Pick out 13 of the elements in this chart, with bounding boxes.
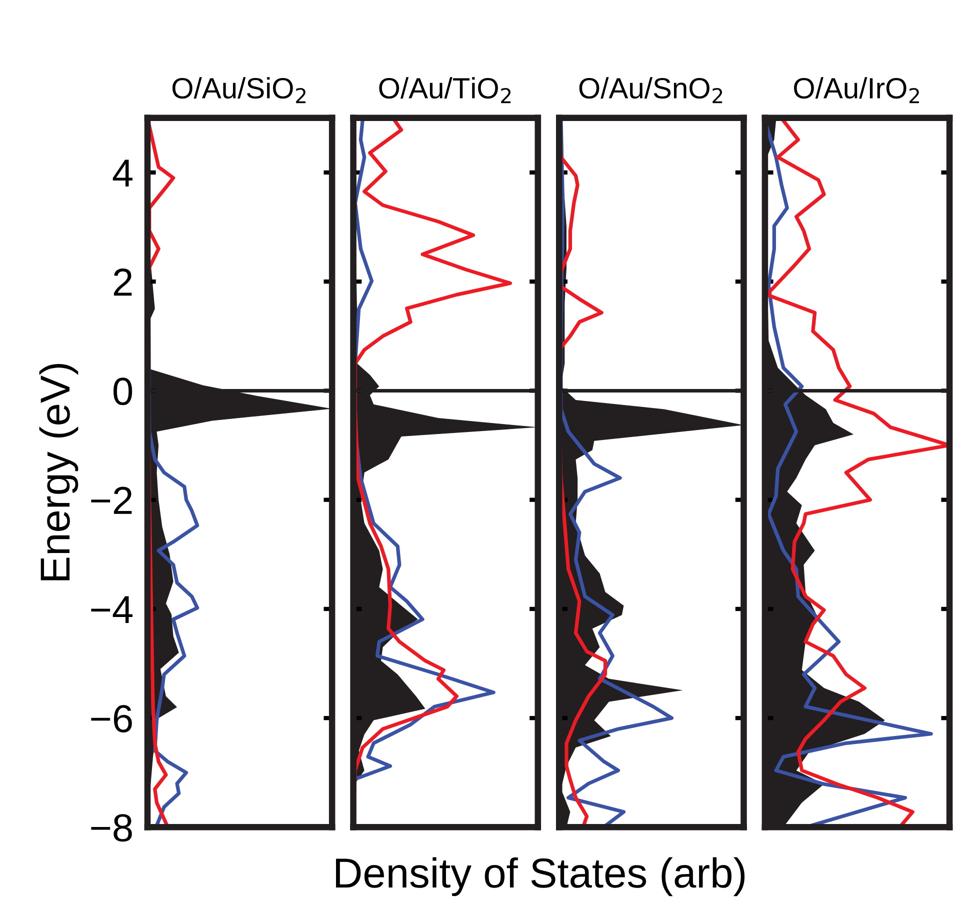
y-tick-label: −4 (91, 596, 132, 624)
chart-title: O/Au/IrO$_{2}$ (794, 77, 919, 104)
chart-title: O/Au/TiO$_{2}$ (379, 77, 511, 104)
y-tick-label: −2 (91, 486, 132, 514)
chart-title: O/Au/SiO$_{2}$ (172, 77, 306, 104)
y-axis-title: Energy (eV) (39, 364, 78, 580)
y-tick-label: 4 (112, 160, 132, 187)
y-tick-label: −8 (91, 814, 132, 842)
chart-title: O/Au/SnO$_{2}$ (579, 77, 722, 104)
y-tick-label: 0 (113, 378, 132, 406)
y-tick-label: −6 (91, 705, 132, 733)
y-tick-label: 2 (114, 268, 132, 296)
x-axis-title: Density of States (arb) (336, 857, 745, 896)
